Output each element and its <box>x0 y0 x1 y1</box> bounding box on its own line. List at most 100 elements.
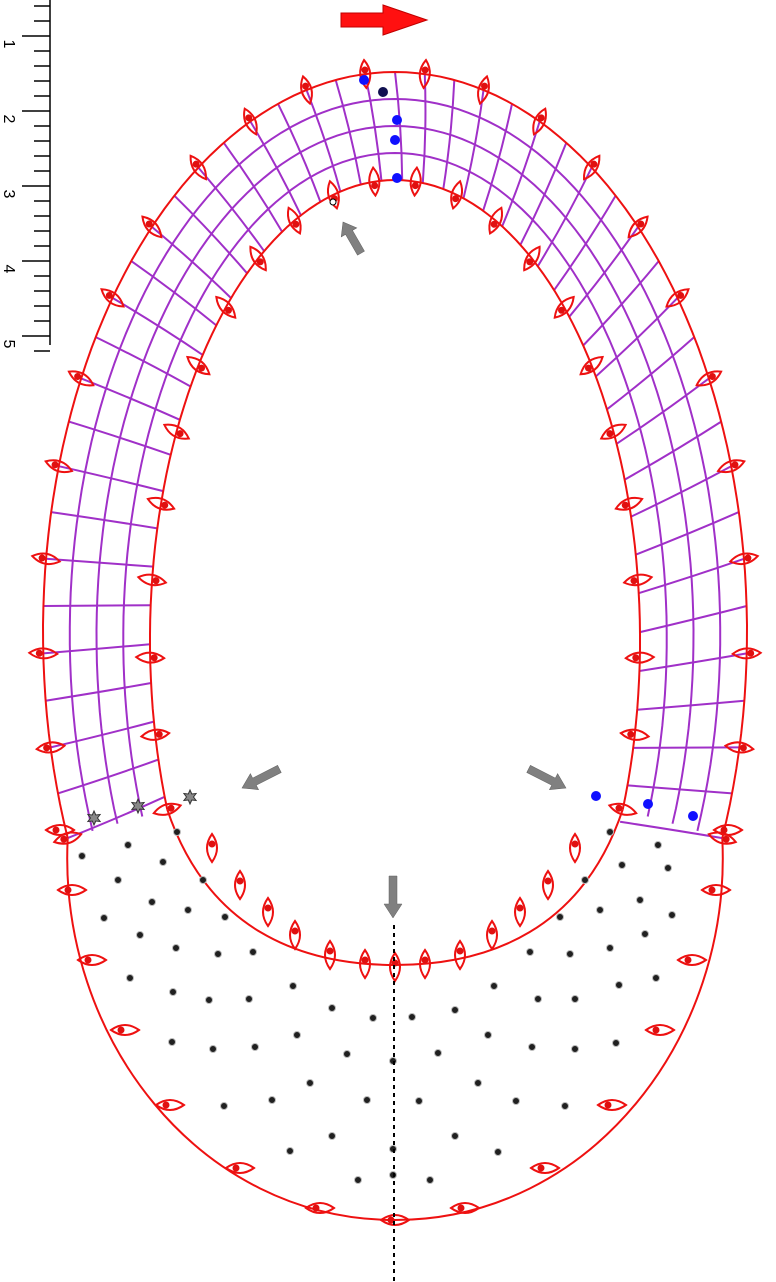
mesh-spoke <box>482 103 513 212</box>
boundary-marker <box>627 215 649 239</box>
ruler-label-5: 5 <box>0 340 17 349</box>
interior-dot <box>214 950 222 958</box>
boundary-marker <box>607 802 638 816</box>
boundary-marker <box>700 884 732 896</box>
ruler-label-4: 4 <box>0 265 17 274</box>
interior-dot <box>534 995 542 1003</box>
interior-dot <box>251 1043 259 1051</box>
interior-dot <box>612 1039 620 1047</box>
interior-dot <box>221 913 229 921</box>
interior-dot <box>268 1096 276 1104</box>
mesh-spoke <box>624 420 722 481</box>
boundary-marker <box>224 1162 256 1174</box>
interior-dot <box>136 931 144 939</box>
boundary-marker <box>622 573 654 587</box>
boundary-marker <box>486 919 498 951</box>
interior-dot <box>184 906 192 914</box>
blue-dot <box>392 115 402 125</box>
blue-dot <box>359 75 369 85</box>
interior-dot <box>169 988 177 996</box>
boundary-marker <box>289 919 301 951</box>
mesh-spoke <box>630 465 732 518</box>
boundary-marker <box>44 459 74 474</box>
blue-dot <box>591 791 601 801</box>
star-markers <box>86 788 198 827</box>
boundary-marker <box>146 496 176 511</box>
boundary-marker <box>450 179 464 211</box>
right-arrow-icon <box>340 4 429 36</box>
interior-dot <box>526 948 534 956</box>
interior-dot <box>581 876 589 884</box>
boundary-marker <box>67 370 95 387</box>
interior-dot <box>571 1045 579 1053</box>
boundary-marker <box>76 954 108 966</box>
boundary-marker <box>141 215 163 239</box>
boundary-marker <box>712 824 744 836</box>
mesh-spoke <box>57 758 159 795</box>
boundary-marker <box>162 423 191 440</box>
boundary-marker <box>723 741 756 754</box>
interior-dot <box>249 948 257 956</box>
interior-dot <box>408 1013 416 1021</box>
boundary-marker <box>579 355 604 376</box>
interior-dot <box>205 996 213 1004</box>
boundary-marker <box>189 154 207 181</box>
gray-arrow-icon <box>526 765 567 790</box>
mesh-spoke <box>130 260 217 327</box>
blue-dots <box>329 75 698 821</box>
mesh-spoke <box>442 79 456 190</box>
boundary-marker <box>30 552 62 566</box>
boundary-marker <box>56 884 88 896</box>
interior-dot <box>78 852 86 860</box>
mesh-ring <box>68 97 722 832</box>
boundary-marker <box>619 728 651 741</box>
boundary-marker <box>599 423 628 440</box>
boundary-marker <box>409 165 422 198</box>
boundary-marker <box>234 869 246 901</box>
interior-dot <box>664 864 672 872</box>
interior-dot <box>615 981 623 989</box>
boundary-marker <box>532 107 547 136</box>
interior-dot <box>528 1043 536 1051</box>
scale-ruler: 1 2 3 4 5 <box>0 0 51 352</box>
boundary-marker <box>27 647 60 660</box>
lower-outer-outline <box>66 838 724 1222</box>
mesh-spoke <box>43 604 151 607</box>
interior-dot <box>100 914 108 922</box>
interior-dot <box>618 861 626 869</box>
mesh-spoke <box>633 746 740 749</box>
open-dot <box>329 198 337 206</box>
boundary-marker <box>368 165 381 198</box>
interior-dot <box>245 995 253 1003</box>
mesh-spoke <box>616 377 710 445</box>
boundary-markers <box>27 58 763 1226</box>
boundary-marker <box>300 74 313 106</box>
interior-dot <box>561 1102 569 1110</box>
interior-dot <box>114 876 122 884</box>
interior-dot <box>199 876 207 884</box>
interior-dot <box>148 898 156 906</box>
mesh-spoke <box>519 142 568 246</box>
blue-dot <box>643 799 653 809</box>
interior-dot <box>490 982 498 990</box>
boundary-marker <box>477 74 490 106</box>
outer-outline <box>41 70 749 839</box>
boundary-marker <box>488 206 503 235</box>
boundary-marker <box>359 58 372 90</box>
boundary-marker <box>249 245 267 272</box>
tissue-mesh <box>43 71 747 840</box>
interior-dot <box>434 1049 442 1057</box>
interior-dot <box>168 1038 176 1046</box>
boundary-marker <box>449 1202 481 1214</box>
boundary-marker <box>324 939 336 971</box>
ruler-label-2: 2 <box>0 115 17 124</box>
boundary-marker <box>100 288 125 308</box>
boundary-marker <box>154 1099 186 1111</box>
boundary-marker <box>695 370 723 387</box>
interior-dot <box>636 896 644 904</box>
mesh-spoke <box>111 297 204 356</box>
boundary-marker <box>553 295 575 319</box>
interior-dot <box>354 1176 362 1184</box>
boundary-marker <box>287 206 302 235</box>
